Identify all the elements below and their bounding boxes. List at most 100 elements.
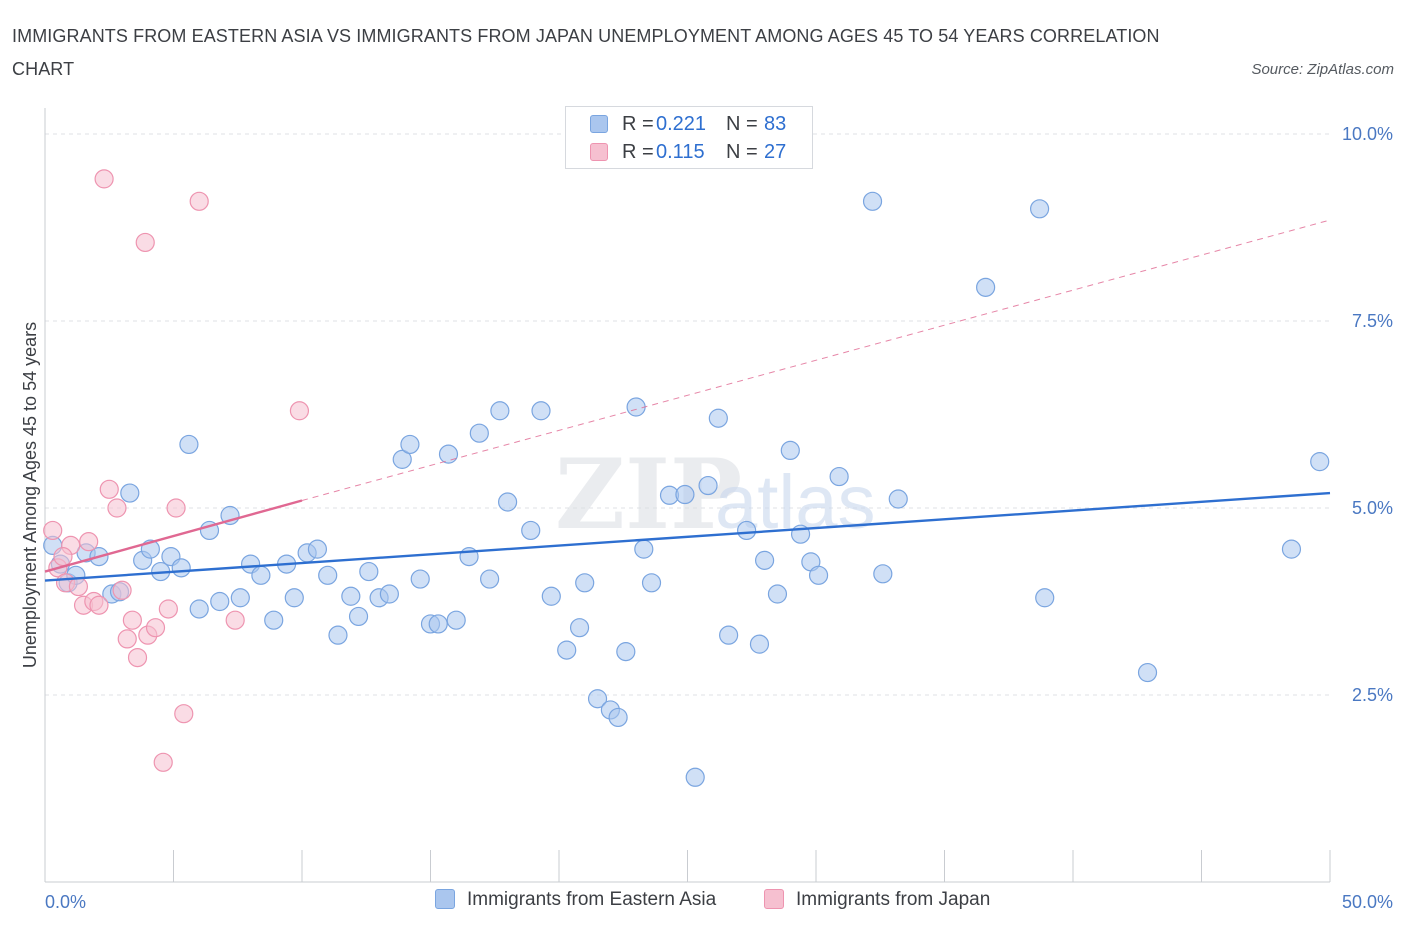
eastern-asia-point-79: [1035, 588, 1055, 608]
legend-r-label: R =: [622, 141, 654, 163]
japan-point-4: [68, 576, 89, 597]
japan-point-13: [122, 610, 142, 630]
eastern-asia-point-55: [616, 642, 636, 662]
japan-point-17: [145, 618, 166, 638]
eastern-asia-point-26: [307, 539, 328, 559]
eastern-asia-point-69: [780, 440, 800, 461]
eastern-asia-point-40: [446, 610, 466, 630]
japan-point-19: [158, 599, 178, 619]
eastern-asia-point-29: [341, 586, 361, 606]
eastern-asia-point-42: [469, 423, 489, 443]
eastern-asia-point-61: [685, 767, 705, 787]
eastern-asia-point-35: [400, 434, 420, 455]
japan-point-10: [107, 498, 127, 518]
x-ticks: [173, 850, 1331, 882]
x-tick-label-0: 0.0%: [45, 892, 86, 912]
japan-point-11: [112, 580, 132, 600]
eastern-asia-point-64: [719, 625, 739, 645]
eastern-asia-point-60: [675, 484, 695, 505]
legend-r-label: R =: [622, 113, 654, 135]
eastern-asia-point-47: [531, 401, 551, 421]
legend-swatch-pink: [590, 143, 608, 161]
eastern-asia-point-28: [328, 625, 348, 645]
series-eastern-asia: [43, 191, 1330, 787]
y-tick-label-2: 7.5%: [1352, 311, 1393, 331]
chart-source: Source: ZipAtlas.com: [1251, 61, 1394, 78]
eastern-asia-point-67: [754, 550, 775, 570]
japan-point-23: [225, 610, 245, 630]
eastern-asia-point-62: [698, 475, 718, 496]
eastern-asia-point-19: [230, 588, 250, 608]
chart-title: IMMIGRANTS FROM EASTERN ASIA VS IMMIGRAN…: [12, 26, 1160, 79]
eastern-asia-point-75: [873, 564, 893, 584]
japan-point-0: [43, 520, 63, 541]
eastern-asia-point-13: [171, 558, 191, 578]
legend-swatch-blue: [590, 115, 608, 133]
eastern-asia-point-30: [348, 606, 369, 627]
eastern-asia-point-68: [767, 584, 788, 604]
eastern-asia-point-44: [490, 401, 510, 421]
eastern-asia-point-15: [189, 599, 209, 619]
eastern-asia-point-77: [976, 277, 996, 297]
legend-item-eastern-asia: Immigrants from Eastern Asia: [435, 889, 716, 911]
correlation-legend: R = 0.221 N = 83 R = 0.115 N = 27: [565, 106, 813, 169]
series-japan: [43, 169, 310, 772]
eastern-asia-point-33: [379, 584, 399, 604]
eastern-asia-point-74: [862, 191, 883, 211]
eastern-asia-point-22: [264, 610, 284, 630]
japan-point-15: [135, 232, 155, 253]
eastern-asia-point-56: [626, 397, 646, 417]
legend-item-japan: Immigrants from Japan: [764, 889, 990, 911]
eastern-asia-point-27: [318, 565, 338, 585]
y-tick-label-3: 10.0%: [1342, 124, 1393, 144]
japan-point-14: [127, 647, 148, 668]
x-tick-label-1: 50.0%: [1342, 892, 1393, 912]
eastern-asia-point-63: [708, 408, 728, 428]
japan-point-20: [166, 498, 186, 518]
eastern-asia-point-50: [569, 618, 590, 638]
legend-n-label: N =: [726, 141, 758, 163]
eastern-asia-point-43: [480, 569, 500, 589]
japan-point-6: [79, 532, 99, 552]
legend-swatch-pink: [764, 889, 784, 909]
japan-point-18: [153, 752, 173, 772]
legend-n-label: N =: [726, 113, 758, 135]
eastern-asia-point-52: [587, 689, 608, 709]
japan-point-25: [94, 169, 114, 189]
eastern-asia-point-45: [498, 492, 518, 512]
eastern-asia-point-65: [737, 520, 757, 541]
eastern-asia-point-58: [641, 573, 662, 593]
legend-label: Immigrants from Eastern Asia: [467, 889, 717, 910]
eastern-asia-point-82: [1310, 452, 1330, 472]
legend-r-value: 0.115: [656, 141, 705, 163]
eastern-asia-point-24: [284, 588, 304, 608]
legend-n-value: 83: [764, 113, 787, 135]
y-tick-label-0: 2.5%: [1352, 685, 1393, 705]
eastern-asia-point-17: [210, 591, 230, 612]
eastern-asia-point-81: [1281, 539, 1302, 559]
eastern-asia-point-72: [808, 565, 829, 585]
legend-r-value: 0.221: [656, 113, 707, 135]
legend-swatch-blue: [435, 889, 455, 909]
x-tick-labels: 0.0% 50.0%: [45, 892, 1393, 912]
eastern-asia-point-80: [1137, 662, 1158, 683]
japan-trend-line: [44, 499, 303, 573]
eastern-asia-point-8: [120, 483, 140, 503]
gridlines: [45, 133, 1330, 696]
eastern-asia-point-54: [608, 707, 628, 728]
japan-point-8: [89, 595, 109, 615]
eastern-asia-point-66: [749, 634, 770, 654]
japan-trend-extension: [301, 219, 1331, 502]
legend-label: Immigrants from Japan: [796, 889, 991, 910]
eastern-asia-point-14: [179, 434, 199, 455]
y-tick-labels: 2.5% 5.0% 7.5% 10.0%: [1342, 124, 1393, 705]
y-tick-label-1: 5.0%: [1352, 498, 1393, 518]
japan-point-12: [117, 629, 137, 649]
eastern-asia-point-57: [634, 539, 654, 559]
japan-point-21: [174, 704, 194, 724]
eastern-asia-point-73: [829, 466, 849, 487]
eastern-asia-point-48: [541, 586, 561, 606]
eastern-asia-point-51: [575, 573, 595, 593]
eastern-asia-point-31: [359, 561, 379, 582]
eastern-asia-point-49: [557, 640, 577, 660]
